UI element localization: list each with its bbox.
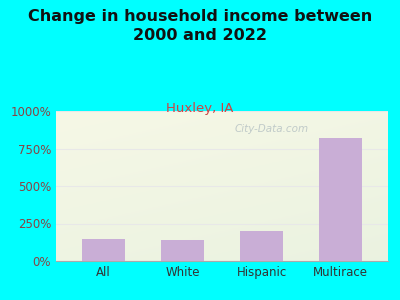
Bar [161, 240, 204, 261]
Text: City-Data.com: City-Data.com [235, 124, 309, 134]
Bar [82, 238, 125, 261]
Bar [240, 231, 283, 261]
Text: Change in household income between
2000 and 2022: Change in household income between 2000 … [28, 9, 372, 43]
Bar [319, 138, 362, 261]
Text: Huxley, IA: Huxley, IA [166, 102, 234, 115]
